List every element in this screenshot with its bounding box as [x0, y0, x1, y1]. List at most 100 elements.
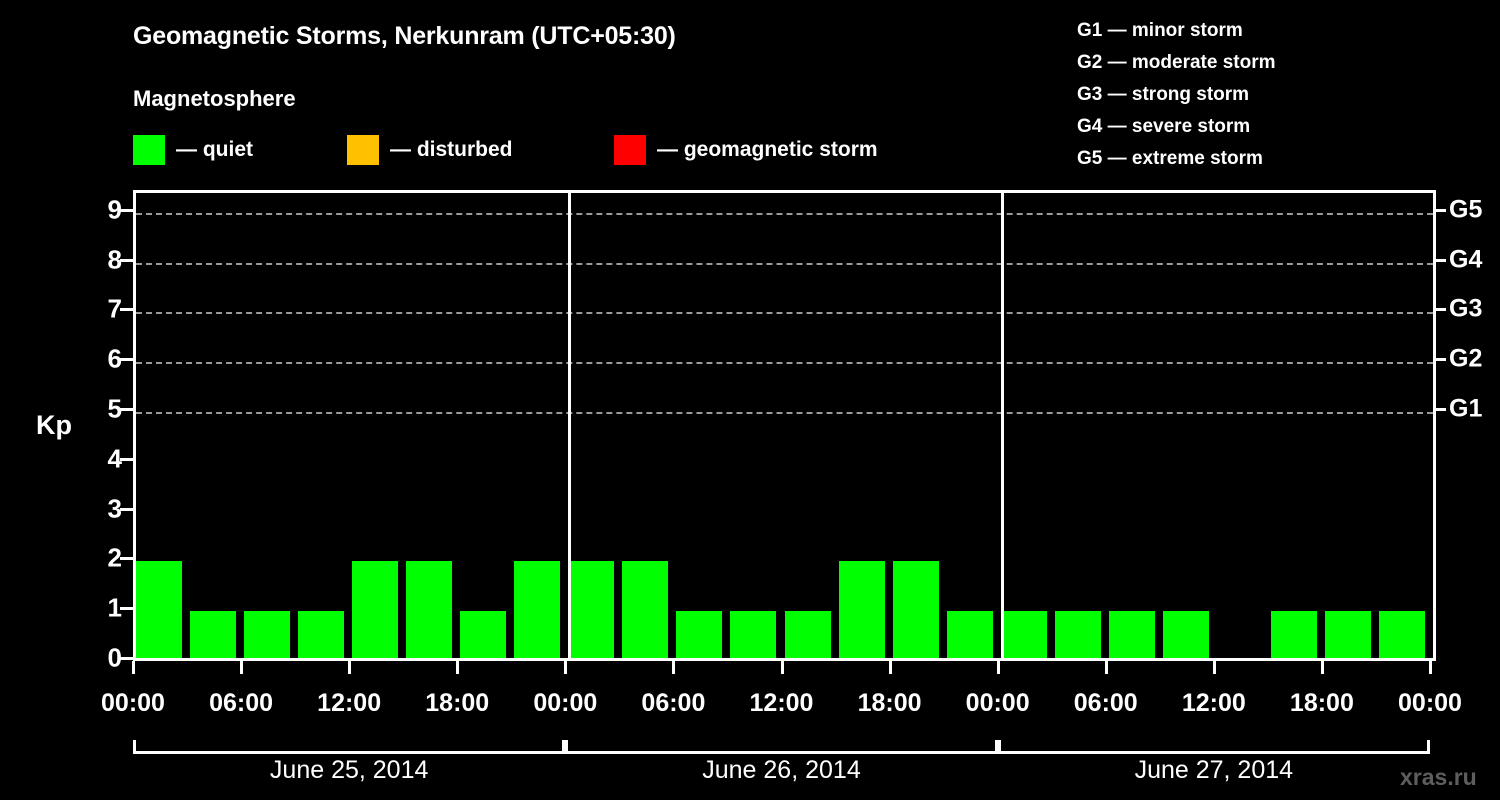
bar: [1162, 611, 1209, 661]
g-scale-description-g3: G3 — strong storm: [1077, 84, 1250, 105]
g-tick-mark-g3: [1433, 308, 1446, 312]
y-tick-label-2: 2: [107, 542, 122, 573]
x-tick-mark: [780, 661, 784, 674]
x-tick-label: 12:00: [1181, 689, 1246, 717]
g-tick-label-g3: G3: [1449, 294, 1483, 323]
bar: [784, 611, 831, 661]
x-tick-label: 00:00: [533, 689, 598, 717]
bar: [1000, 611, 1047, 661]
g-scale-description-g1: G1 — minor storm: [1077, 20, 1243, 41]
y-tick-mark-1: [120, 607, 133, 611]
x-tick-mark: [1104, 661, 1108, 674]
y-tick-mark-3: [120, 507, 133, 511]
g-tick-label-g4: G4: [1449, 245, 1483, 274]
x-axis-baseline: [133, 658, 1436, 661]
day-separator: [1000, 193, 1004, 661]
x-tick-label: 00:00: [101, 689, 165, 717]
plot-inner: [136, 193, 1433, 661]
x-tick-mark: [456, 661, 460, 674]
g-tick-mark-g4: [1433, 258, 1446, 262]
g-scale-description-g2: G2 — moderate storm: [1077, 52, 1276, 73]
x-tick-mark: [132, 661, 135, 674]
x-tick-label: 18:00: [425, 689, 490, 717]
page-title: Geomagnetic Storms, Nerkunram (UTC+05:30…: [133, 22, 676, 50]
bar: [568, 561, 615, 661]
day-label: June 26, 2014: [702, 756, 861, 784]
y-tick-mark-9: [120, 208, 133, 212]
x-tick-mark: [672, 661, 676, 674]
bar: [298, 611, 345, 661]
bar: [1270, 611, 1317, 661]
y-tick-mark-4: [120, 457, 133, 461]
day-bracket: [565, 740, 998, 754]
y-tick-label-1: 1: [107, 592, 122, 623]
x-tick-mark: [1320, 661, 1324, 674]
legend-label-quiet: — quiet: [176, 138, 253, 161]
x-tick-label: 18:00: [857, 689, 922, 717]
y-tick-mark-7: [120, 308, 133, 312]
magnetosphere-section-label: Magnetosphere: [133, 86, 296, 111]
g-tick-label-g1: G1: [1449, 394, 1483, 423]
bar: [730, 611, 777, 661]
x-tick-mark: [996, 661, 1000, 674]
g-tick-label-g2: G2: [1449, 344, 1483, 373]
y-tick-mark-0: [120, 657, 133, 660]
plot-area: [133, 190, 1436, 661]
bar: [190, 611, 237, 661]
g-tick-label-g5: G5: [1449, 195, 1483, 224]
y-tick-label-8: 8: [107, 244, 122, 275]
g-tick-mark-g2: [1433, 358, 1446, 362]
bar: [622, 561, 669, 661]
x-tick-label: 06:00: [1073, 689, 1138, 717]
g-tick-mark-g1: [1433, 408, 1446, 412]
amber-square-swatch: [347, 135, 379, 165]
y-tick-label-0: 0: [107, 642, 122, 673]
x-tick-mark: [348, 661, 352, 674]
x-tick-label: 18:00: [1289, 689, 1354, 717]
bar: [514, 561, 561, 661]
legend-item-disturbed: — disturbed: [347, 133, 513, 167]
y-tick-label-5: 5: [107, 393, 122, 424]
y-tick-mark-5: [120, 408, 133, 412]
bar: [1054, 611, 1101, 661]
bar: [676, 611, 723, 661]
y-tick-label-4: 4: [107, 443, 122, 474]
x-tick-mark: [240, 661, 244, 674]
y-tick-label-3: 3: [107, 493, 122, 524]
x-tick-mark: [1212, 661, 1216, 674]
g-scale-description-list: G1 — minor storm G2 — moderate storm G3 …: [1077, 15, 1276, 175]
y-tick-mark-8: [120, 258, 133, 262]
legend-label-geomagnetic-storm: — geomagnetic storm: [657, 138, 878, 161]
gridline-kp-7: [136, 312, 1433, 315]
x-tick-mark: [1429, 661, 1432, 674]
y-tick-mark-2: [120, 557, 133, 561]
bar: [946, 611, 993, 661]
bar: [1378, 611, 1425, 661]
gridline-kp-8: [136, 262, 1433, 265]
bar: [352, 561, 399, 661]
x-tick-label: 00:00: [965, 689, 1030, 717]
x-tick-label: 00:00: [1398, 689, 1462, 717]
day-bracket: [133, 740, 566, 754]
bar: [136, 561, 182, 661]
y-tick-label-9: 9: [107, 194, 122, 225]
y-axis-title: Kp: [36, 410, 72, 440]
gridline-kp-6: [136, 362, 1433, 365]
x-tick-label: 12:00: [317, 689, 382, 717]
day-label: June 27, 2014: [1134, 756, 1294, 784]
y-tick-label-6: 6: [107, 343, 122, 374]
bar: [244, 611, 291, 661]
g-scale-description-g4: G4 — severe storm: [1077, 116, 1251, 137]
g-scale-description-g5: G5 — extreme storm: [1077, 148, 1263, 169]
green-square-swatch: [133, 135, 165, 165]
bar: [1108, 611, 1155, 661]
bar: [460, 611, 507, 661]
bar: [838, 561, 885, 661]
bar: [406, 561, 453, 661]
day-separator: [568, 193, 572, 661]
y-tick-mark-6: [120, 358, 133, 362]
g-tick-mark-g5: [1433, 208, 1446, 212]
red-square-swatch: [614, 135, 646, 165]
x-tick-mark: [888, 661, 892, 674]
day-bracket: [997, 740, 1430, 754]
